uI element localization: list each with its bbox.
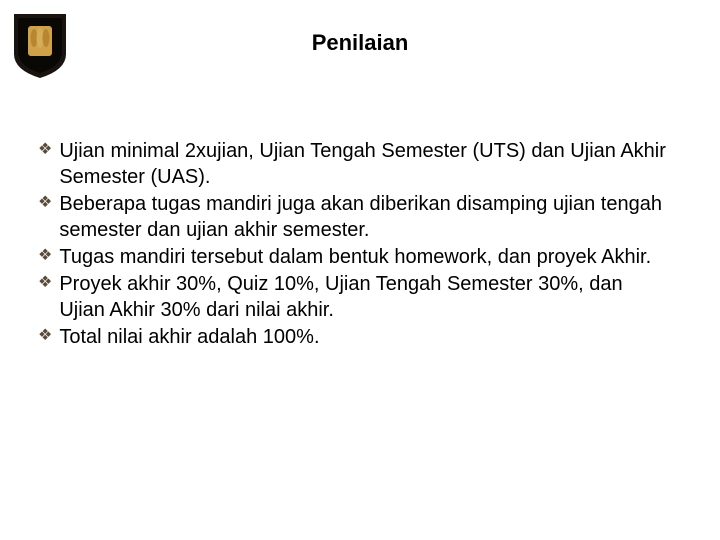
bullet-icon: ❖	[38, 273, 52, 294]
list-item-text: Beberapa tugas mandiri juga akan diberik…	[59, 191, 670, 243]
bullet-icon: ❖	[38, 140, 52, 161]
list-item: ❖ Ujian minimal 2xujian, Ujian Tengah Se…	[38, 138, 670, 190]
list-item: ❖ Tugas mandiri tersebut dalam bentuk ho…	[38, 244, 670, 270]
bullet-icon: ❖	[38, 193, 52, 214]
bullet-icon: ❖	[38, 246, 52, 267]
list-item: ❖ Proyek akhir 30%, Quiz 10%, Ujian Teng…	[38, 271, 670, 323]
list-item: ❖ Total nilai akhir adalah 100%.	[38, 324, 670, 350]
list-item-text: Total nilai akhir adalah 100%.	[59, 324, 670, 350]
slide-content: ❖ Ujian minimal 2xujian, Ujian Tengah Se…	[38, 138, 670, 351]
list-item: ❖ Beberapa tugas mandiri juga akan diber…	[38, 191, 670, 243]
list-item-text: Proyek akhir 30%, Quiz 10%, Ujian Tengah…	[59, 271, 670, 323]
list-item-text: Ujian minimal 2xujian, Ujian Tengah Seme…	[59, 138, 670, 190]
bullet-icon: ❖	[38, 326, 52, 347]
list-item-text: Tugas mandiri tersebut dalam bentuk home…	[59, 244, 670, 270]
slide-title: Penilaian	[0, 30, 720, 56]
